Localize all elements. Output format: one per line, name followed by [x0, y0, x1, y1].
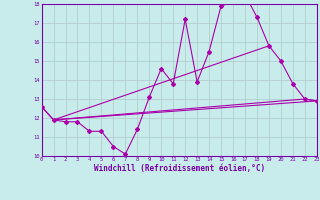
X-axis label: Windchill (Refroidissement éolien,°C): Windchill (Refroidissement éolien,°C): [94, 164, 265, 173]
